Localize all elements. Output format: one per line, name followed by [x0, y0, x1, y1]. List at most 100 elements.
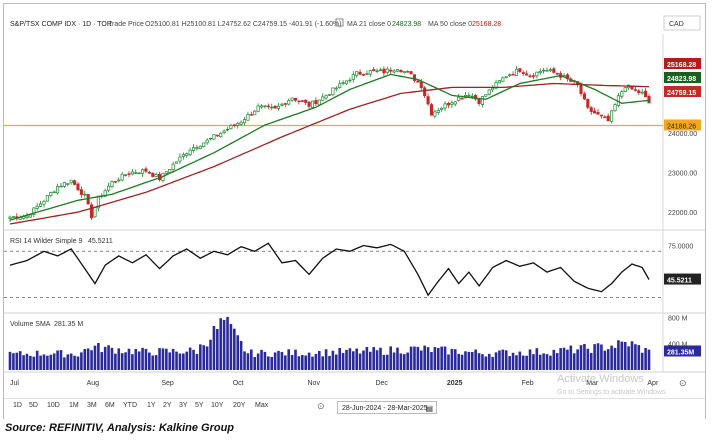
volume-bar	[270, 356, 274, 370]
range-button-1m[interactable]: 1M	[69, 402, 79, 409]
candle-body	[202, 142, 206, 147]
candle-body	[640, 91, 644, 94]
volume-bar	[365, 346, 369, 370]
volume-bar	[141, 347, 144, 370]
volume-bar	[42, 354, 46, 370]
candle-body	[487, 89, 491, 95]
volume-bar	[131, 354, 134, 370]
calendar-icon[interactable]: ▤	[425, 404, 433, 413]
candle-body	[137, 172, 141, 175]
candle-body	[378, 69, 383, 71]
volume-bar	[93, 345, 97, 370]
volume-title-value: 281.35 M	[54, 321, 83, 328]
price-tick-label: 23000.00	[668, 171, 697, 178]
volume-bar	[518, 351, 522, 370]
volume-bar	[199, 344, 202, 370]
volume-bar	[453, 349, 457, 370]
date-range-field[interactable]: 28-Jun-2024 - 28-Mar-2025 ▤	[337, 401, 437, 414]
candle-body	[310, 100, 315, 108]
candle-body	[450, 102, 454, 105]
volume-bar	[508, 356, 511, 370]
range-button-6m[interactable]: 6M	[105, 402, 115, 409]
volume-bar	[470, 352, 474, 370]
volume-bar	[392, 352, 396, 370]
candle-body	[406, 71, 410, 73]
range-button-2y[interactable]: 2Y	[163, 402, 172, 409]
ma21-label: MA 21 close 0	[347, 21, 391, 28]
candle-body	[511, 74, 515, 76]
currency-label: CAD	[669, 21, 684, 28]
range-button-1d[interactable]: 1D	[13, 402, 22, 409]
range-button-1y[interactable]: 1Y	[147, 402, 156, 409]
volume-bar	[464, 351, 467, 370]
price-tick-label: 22000.00	[668, 210, 697, 217]
candle-body	[416, 80, 420, 83]
volume-bar	[474, 349, 477, 370]
candle-body	[423, 87, 427, 97]
candle-body	[361, 74, 366, 76]
candle-body	[39, 203, 43, 207]
candle-body	[62, 182, 66, 187]
candle-body	[599, 114, 603, 117]
price-type-label: Trade Price	[108, 21, 144, 28]
candle-body	[76, 183, 80, 191]
candle-body	[208, 137, 213, 140]
last-value-tag	[664, 72, 701, 83]
volume-bar	[83, 349, 87, 370]
volume-bar	[171, 348, 175, 370]
ma21-line	[9, 73, 650, 221]
volume-bar	[39, 355, 42, 370]
candle-body	[141, 169, 145, 174]
volume-bar	[226, 316, 229, 370]
volume-bar	[535, 348, 539, 370]
volume-bar	[440, 346, 443, 370]
range-button-5y[interactable]: 5Y	[195, 402, 204, 409]
candle-body	[225, 128, 230, 131]
volume-bar	[297, 356, 301, 370]
currency-selector[interactable]	[663, 15, 701, 31]
axis-layer: 24000.00 23000.00 22000.00 25168.28 24823.98…	[10, 58, 701, 388]
volume-bar	[35, 350, 39, 370]
candle-body	[467, 94, 471, 97]
volume-bar	[525, 355, 528, 370]
candle-body	[191, 147, 196, 151]
candle-body	[647, 95, 651, 104]
candle-body	[341, 82, 345, 84]
range-button-10y[interactable]: 10Y	[211, 402, 224, 409]
volume-bar	[375, 350, 379, 370]
candle-body	[518, 68, 522, 72]
candle-body	[300, 100, 304, 102]
candle-body	[56, 186, 60, 194]
candle-body	[375, 70, 379, 72]
range-button-ytd[interactable]: YTD	[123, 402, 137, 409]
candle-body	[314, 100, 318, 104]
range-button-20y[interactable]: 20Y	[233, 402, 246, 409]
candle-body	[181, 154, 185, 157]
candle-body	[484, 94, 488, 97]
last-value-tag	[664, 86, 701, 97]
range-button-10d[interactable]: 10D	[47, 402, 60, 409]
volume-bar	[304, 355, 308, 370]
candle-body	[501, 77, 505, 82]
candle-body	[412, 74, 417, 81]
candle-body	[596, 112, 600, 115]
candle-body	[324, 94, 328, 99]
volume-bar	[280, 351, 284, 370]
range-button-3m[interactable]: 3M	[87, 402, 97, 409]
volume-bar	[219, 318, 223, 370]
clock-icon[interactable]: ⊙	[317, 401, 325, 411]
candle-body	[603, 116, 607, 119]
volume-bar	[430, 351, 433, 370]
month-tick-label: Aug	[87, 380, 100, 387]
price-chart[interactable]: S&P/TSX COMP IDX · 1D · TOR Trade Price …	[4, 4, 705, 396]
candle-body	[582, 93, 586, 100]
reset-zoom-icon[interactable]: ⊙	[679, 378, 687, 388]
candle-body	[90, 204, 94, 219]
ma-toggle-icon[interactable]	[335, 18, 344, 27]
range-button-5d[interactable]: 5D	[29, 402, 38, 409]
range-button-max[interactable]: Max	[255, 402, 269, 409]
range-button-3y[interactable]: 3Y	[179, 402, 188, 409]
volume-bar	[426, 347, 430, 370]
volume-bar	[182, 353, 185, 370]
volume-bar	[491, 356, 494, 370]
